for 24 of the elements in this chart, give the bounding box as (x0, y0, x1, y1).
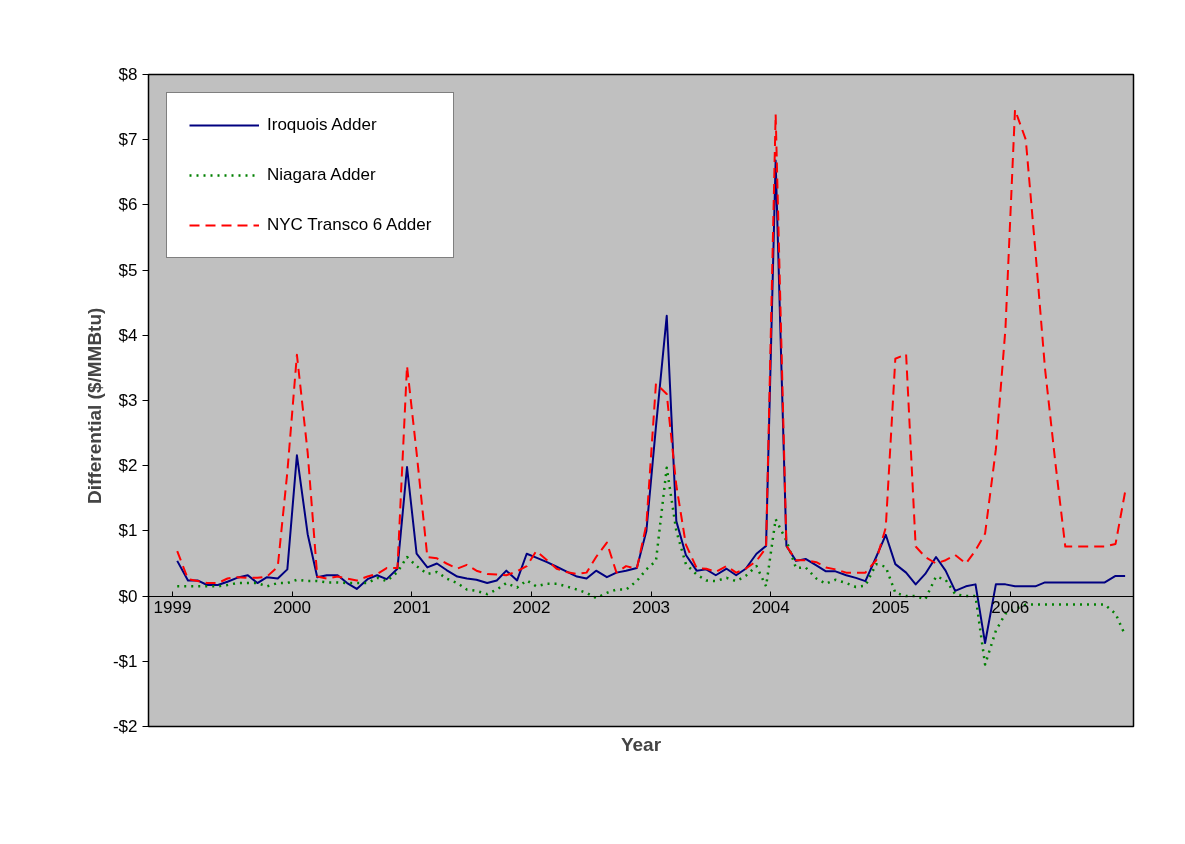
x-tick-label: 2001 (392, 598, 431, 618)
y-tick-label: $2 (118, 456, 138, 476)
x-tick-label: 2005 (871, 598, 910, 618)
line-series (176, 108, 1127, 585)
legend-label: Niagara Adder (267, 165, 376, 185)
y-tick-label: $3 (118, 391, 138, 410)
y-tick-label: -$1 (112, 651, 138, 671)
y-axis-title: Differential ($/MMBtu) (83, 307, 105, 504)
x-tick-label: 2000 (273, 598, 312, 618)
x-tick-label: 1999 (153, 598, 192, 618)
x-tick-label: 2004 (751, 598, 790, 618)
y-tick-label: $6 (118, 195, 138, 215)
x-tick-label: 2003 (632, 598, 671, 618)
y-tick-label: $5 (118, 260, 138, 280)
x-tick-label: 2002 (512, 598, 551, 618)
legend-label: NYC Transco 6 Adder (267, 215, 432, 235)
y-tick-label: $4 (118, 325, 138, 345)
x-axis-title: Year (620, 733, 662, 755)
y-tick-label: $0 (118, 586, 138, 606)
y-tick-label: $1 (118, 521, 138, 541)
legend-label: Iroquois Adder (267, 115, 377, 135)
y-tick-label: $8 (118, 65, 138, 84)
y-tick-label: -$2 (112, 717, 138, 736)
y-tick-label: $7 (118, 130, 138, 150)
